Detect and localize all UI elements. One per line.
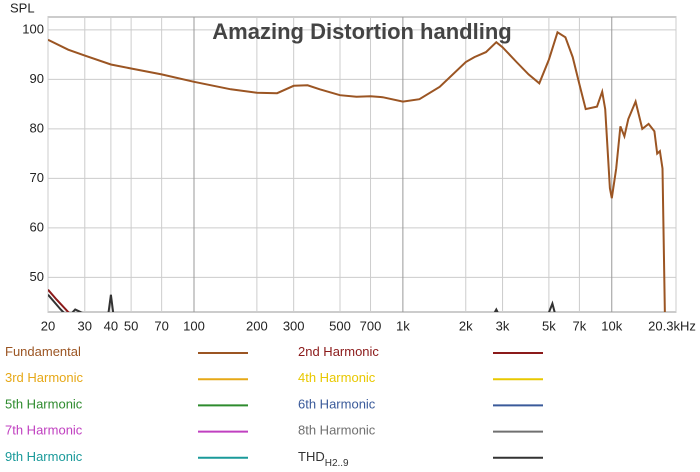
legend-label: 6th Harmonic	[298, 397, 376, 412]
y-tick-label: 50	[30, 269, 44, 284]
legend-text: 8th Harmonic	[298, 423, 376, 438]
legend-text: 3rd Harmonic	[5, 371, 84, 386]
y-tick-label: 90	[30, 71, 44, 86]
x-tick-label: 500	[329, 318, 351, 333]
series-line	[48, 30, 666, 312]
plot-lines	[48, 30, 666, 312]
legend-text: 5th Harmonic	[5, 397, 83, 412]
y-axis-label: SPL	[10, 0, 35, 15]
legend-text: THD	[298, 449, 325, 464]
legend-label: 9th Harmonic	[5, 449, 83, 464]
x-tick-label: 50	[124, 318, 138, 333]
y-tick-label: 100	[22, 21, 44, 36]
series-line	[48, 289, 70, 312]
x-tick-label: 40	[104, 318, 118, 333]
legend-label: 4th Harmonic	[298, 371, 376, 386]
x-tick-label: 70	[154, 318, 168, 333]
x-tick-label: 10k	[601, 318, 622, 333]
legend-subscript: H2..9	[325, 457, 349, 468]
legend-label: 5th Harmonic	[5, 397, 83, 412]
x-tick-label: 20.3kHz	[648, 318, 696, 333]
x-tick-label: 700	[360, 318, 382, 333]
x-tick-label: 2k	[459, 318, 473, 333]
legend-text: 4th Harmonic	[298, 371, 376, 386]
x-tick-label: 100	[183, 318, 205, 333]
y-tick-label: 80	[30, 120, 44, 135]
legend-label: 3rd Harmonic	[5, 371, 84, 386]
chart-title: Amazing Distortion handling	[212, 19, 511, 44]
legend-text: 7th Harmonic	[5, 423, 83, 438]
x-tick-label: 3k	[496, 318, 510, 333]
legend-text: 2nd Harmonic	[298, 344, 379, 359]
x-tick-label: 300	[283, 318, 305, 333]
legend-label: THDH2..9	[298, 449, 349, 468]
y-tick-label: 60	[30, 219, 44, 234]
x-tick-label: 1k	[396, 318, 410, 333]
legend-text: Fundamental	[5, 344, 81, 359]
x-tick-label: 20	[41, 318, 55, 333]
legend-label: 8th Harmonic	[298, 423, 376, 438]
x-tick-label: 7k	[573, 318, 587, 333]
legend-text: 6th Harmonic	[298, 397, 376, 412]
legend-label: 2nd Harmonic	[298, 344, 379, 359]
y-tick-label: 70	[30, 170, 44, 185]
legend-text: 9th Harmonic	[5, 449, 83, 464]
x-tick-label: 5k	[542, 318, 556, 333]
plot-area	[47, 16, 677, 313]
legend-label: 7th Harmonic	[5, 423, 83, 438]
x-tick-label: 30	[78, 318, 92, 333]
x-tick-label: 200	[246, 318, 268, 333]
legend-label: Fundamental	[5, 344, 81, 359]
